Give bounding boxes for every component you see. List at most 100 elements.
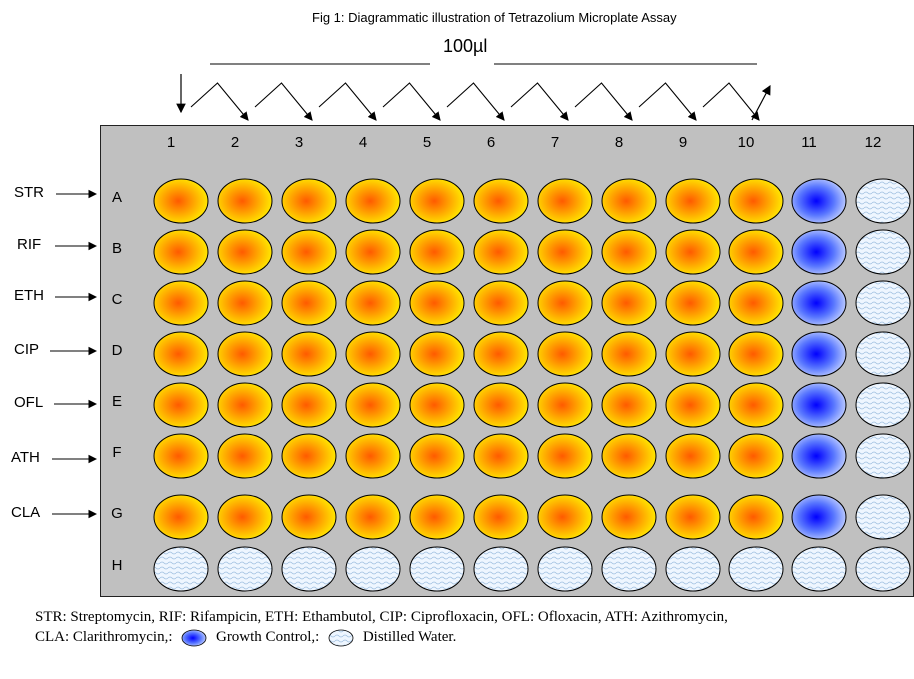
drug-label-rif: RIF xyxy=(17,236,42,253)
well-G4-drug xyxy=(345,494,401,540)
well-G12-distilled-water xyxy=(855,494,911,540)
well-D6-drug xyxy=(473,331,529,377)
well-E7-drug xyxy=(537,382,593,428)
column-label-8: 8 xyxy=(614,134,624,151)
well-G2-drug xyxy=(217,494,273,540)
well-C3-drug xyxy=(281,280,337,326)
well-C6-drug xyxy=(473,280,529,326)
figure-title: Fig 1: Diagrammatic illustration of Tetr… xyxy=(312,10,677,25)
well-C12-distilled-water xyxy=(855,280,911,326)
well-F12-distilled-water xyxy=(855,433,911,479)
well-C9-drug xyxy=(665,280,721,326)
well-B1-drug xyxy=(153,229,209,275)
well-F3-drug xyxy=(281,433,337,479)
well-B8-drug xyxy=(601,229,657,275)
column-label-6: 6 xyxy=(486,134,496,151)
legend-line-2: CLA: Clarithromycin,: Growth Control,: D… xyxy=(35,627,914,648)
well-A9-drug xyxy=(665,178,721,224)
well-E9-drug xyxy=(665,382,721,428)
well-B7-drug xyxy=(537,229,593,275)
distilled-water-swatch-icon xyxy=(327,628,355,648)
row-label-C: C xyxy=(111,291,123,308)
well-C2-drug xyxy=(217,280,273,326)
well-G9-drug xyxy=(665,494,721,540)
volume-label: 100µl xyxy=(443,36,488,56)
well-D7-drug xyxy=(537,331,593,377)
well-E5-drug xyxy=(409,382,465,428)
well-H3-distilled-water xyxy=(281,546,337,592)
well-G1-drug xyxy=(153,494,209,540)
well-D9-drug xyxy=(665,331,721,377)
column-label-9: 9 xyxy=(678,134,688,151)
well-H7-distilled-water xyxy=(537,546,593,592)
well-F1-drug xyxy=(153,433,209,479)
well-G11-growth-control xyxy=(791,494,847,540)
well-F4-drug xyxy=(345,433,401,479)
transfer-arrow-icon xyxy=(638,82,697,121)
well-G3-drug xyxy=(281,494,337,540)
transfer-arrow-icon xyxy=(446,82,505,121)
well-A7-drug xyxy=(537,178,593,224)
well-D12-distilled-water xyxy=(855,331,911,377)
column-label-10: 10 xyxy=(737,134,755,151)
drug-label-cla: CLA xyxy=(11,504,41,521)
well-B12-distilled-water xyxy=(855,229,911,275)
well-A10-drug xyxy=(728,178,784,224)
well-D3-drug xyxy=(281,331,337,377)
well-E11-growth-control xyxy=(791,382,847,428)
drug-row-arrows xyxy=(50,189,98,519)
drug-label-eth: ETH xyxy=(14,287,44,304)
well-A11-growth-control xyxy=(791,178,847,224)
well-grid xyxy=(153,178,911,592)
well-D2-drug xyxy=(217,331,273,377)
well-D1-drug xyxy=(153,331,209,377)
serial-dilution-arrows xyxy=(176,74,771,121)
well-E12-distilled-water xyxy=(855,382,911,428)
well-C10-drug xyxy=(728,280,784,326)
transfer-arrow-icon xyxy=(318,82,377,121)
well-C11-growth-control xyxy=(791,280,847,326)
well-C7-drug xyxy=(537,280,593,326)
well-B6-drug xyxy=(473,229,529,275)
well-A2-drug xyxy=(217,178,273,224)
growth-control-swatch-icon xyxy=(180,628,208,648)
well-B11-growth-control xyxy=(791,229,847,275)
well-H2-distilled-water xyxy=(217,546,273,592)
legend-growth-control: Growth Control,: xyxy=(215,629,320,645)
well-A1-drug xyxy=(153,178,209,224)
drug-label-ofl: OFL xyxy=(14,394,44,411)
well-A6-drug xyxy=(473,178,529,224)
well-C4-drug xyxy=(345,280,401,326)
row-label-B: B xyxy=(111,240,122,257)
well-F8-drug xyxy=(601,433,657,479)
legend-distilled-water: Distilled Water. xyxy=(362,629,457,645)
column-label-2: 2 xyxy=(230,134,240,151)
row-label-H: H xyxy=(111,557,123,574)
well-C1-drug xyxy=(153,280,209,326)
column-label-1: 1 xyxy=(166,134,176,151)
well-H1-distilled-water xyxy=(153,546,209,592)
well-A5-drug xyxy=(409,178,465,224)
well-F10-drug xyxy=(728,433,784,479)
well-B9-drug xyxy=(665,229,721,275)
well-G10-drug xyxy=(728,494,784,540)
well-F6-drug xyxy=(473,433,529,479)
legend: STR: Streptomycin, RIF: Rifampicin, ETH:… xyxy=(35,607,914,648)
well-E3-drug xyxy=(281,382,337,428)
row-label-D: D xyxy=(111,342,123,359)
well-G6-drug xyxy=(473,494,529,540)
well-E2-drug xyxy=(217,382,273,428)
column-label-4: 4 xyxy=(358,134,368,151)
well-E10-drug xyxy=(728,382,784,428)
well-G7-drug xyxy=(537,494,593,540)
well-H10-distilled-water xyxy=(728,546,784,592)
well-H11-distilled-water xyxy=(791,546,847,592)
drug-label-cip: CIP xyxy=(14,341,40,358)
well-F11-growth-control xyxy=(791,433,847,479)
well-F2-drug xyxy=(217,433,273,479)
column-label-7: 7 xyxy=(550,134,560,151)
well-E6-drug xyxy=(473,382,529,428)
transfer-arrow-icon xyxy=(574,82,633,121)
well-D11-growth-control xyxy=(791,331,847,377)
well-H5-distilled-water xyxy=(409,546,465,592)
